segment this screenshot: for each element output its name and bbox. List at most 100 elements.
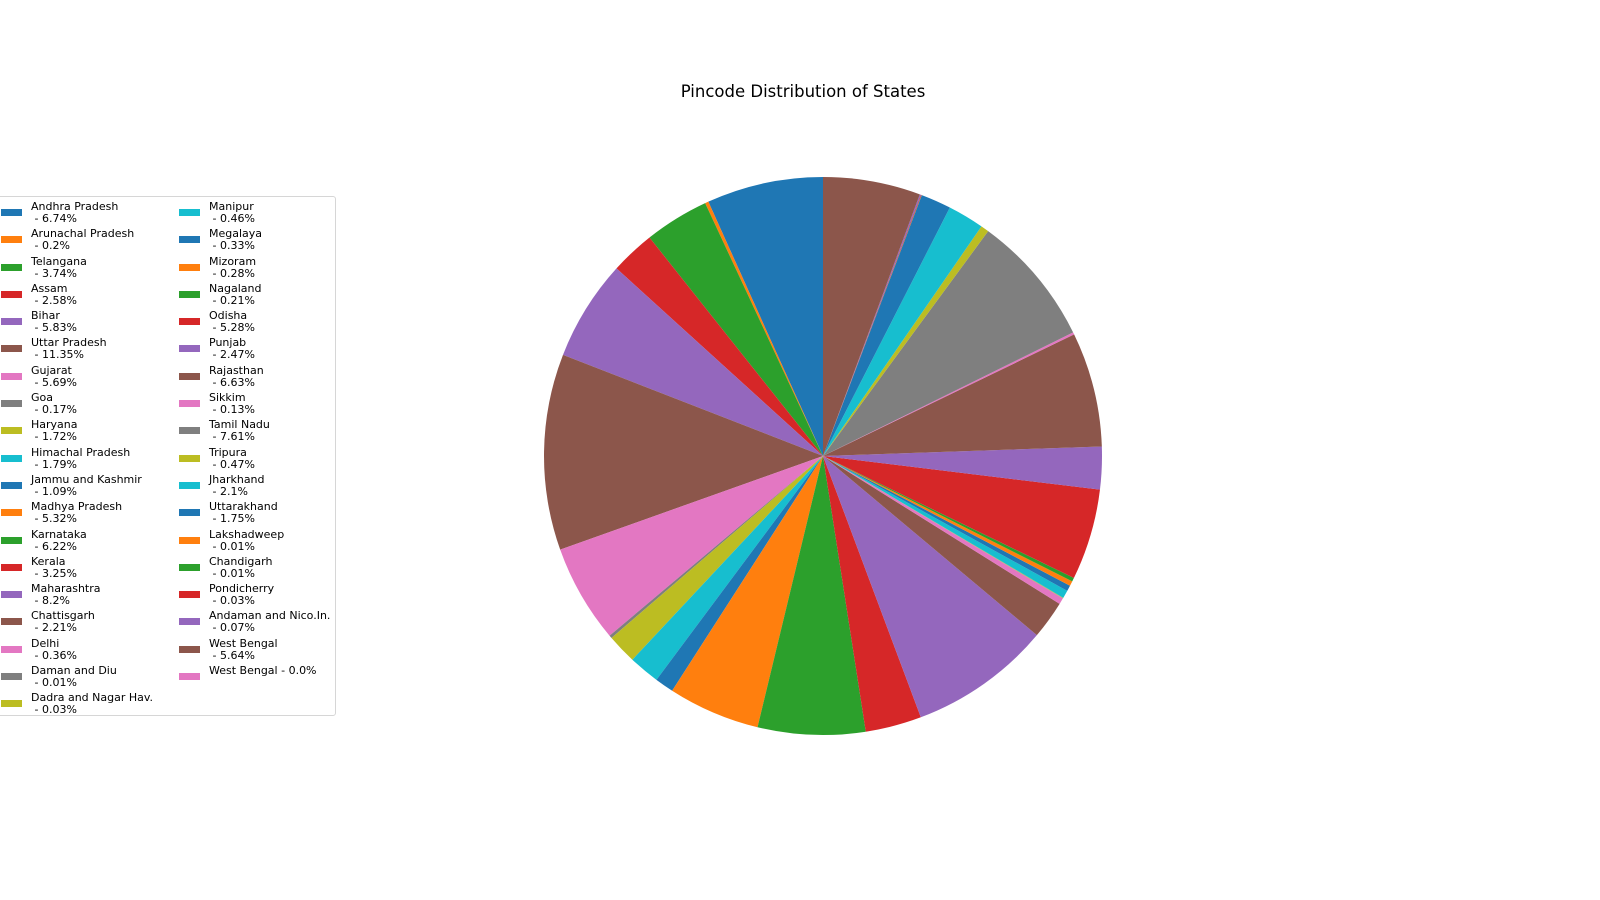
pie-slice-gujarat-6: [560, 456, 823, 636]
pie-slice-odisha-23: [823, 456, 1100, 579]
legend-swatch: [1, 209, 22, 216]
legend-label: Uttarakhand - 1.75%: [209, 500, 278, 526]
legend-label: Odisha - 5.28%: [209, 309, 255, 335]
pie-slice-sikkim-26: [823, 332, 1075, 456]
pie-slice-chattisgarh-15: [823, 456, 1060, 636]
legend-swatch: [179, 481, 200, 489]
pie-slice-assam-3: [616, 237, 823, 456]
legend-swatch: [1, 481, 22, 489]
pie-slice-chandigarh-32: [823, 194, 922, 456]
legend-label: Tripura - 0.47%: [209, 445, 255, 471]
pie-slice-jharkhand-29: [823, 207, 982, 456]
legend-swatch: [1, 454, 22, 462]
legend-swatch: [179, 673, 200, 681]
pie-slice-delhi-16: [823, 456, 1063, 604]
legend-label: Goa - 0.17%: [31, 391, 77, 417]
legend-swatch: [179, 427, 200, 435]
legend-label: Himachal Pradesh - 1.79%: [31, 445, 131, 471]
legend-label: Assam - 2.58%: [31, 281, 77, 307]
legend-swatch: [1, 400, 22, 408]
legend-swatch: [179, 509, 200, 517]
pie-slice-tripura-28: [823, 226, 989, 456]
legend-label: Megalaya - 0.33%: [209, 227, 263, 253]
legend-swatch: [179, 591, 200, 599]
pie-slice-pondicherry-33: [823, 194, 922, 456]
legend-label: Sikkim - 0.13%: [209, 391, 255, 417]
legend-swatch: [179, 372, 200, 380]
legend-label: Andhra Pradesh - 6.74%: [31, 200, 119, 225]
legend-label: Lakshadweep - 0.01%: [209, 527, 285, 553]
legend-label: Nagaland - 0.21%: [209, 281, 262, 307]
legend-label: Gujarat - 5.69%: [31, 363, 77, 389]
pie-slice-west-bengal-35: [823, 177, 920, 456]
legend-swatch: [1, 427, 22, 435]
pie-slice-bihar-4: [562, 268, 823, 456]
legend-swatch: [179, 645, 200, 653]
pie-slice-manipur-19: [823, 456, 1068, 598]
legend-swatch: [1, 591, 22, 599]
pie-slice-maharashtra-14: [823, 456, 1037, 718]
pie-slice-arunachal-pradesh-1: [705, 201, 823, 456]
legend-swatch: [179, 263, 200, 271]
legend-swatch: [1, 318, 22, 326]
pie-slice-punjab-24: [823, 446, 1103, 490]
pie-slice-karnataka-12: [757, 456, 866, 736]
legend-swatch: [1, 236, 22, 244]
pie-slice-haryana-8: [611, 456, 823, 660]
legend-swatch: [179, 563, 200, 571]
legend-label: Haryana - 1.72%: [31, 418, 78, 444]
legend-label: Manipur - 0.46%: [209, 200, 255, 225]
legend-swatch: [179, 400, 200, 408]
legend-swatch: [179, 454, 200, 462]
pie-slice-madhya-pradesh-11: [672, 456, 823, 728]
legend-label: Pondicherry - 0.03%: [209, 582, 275, 608]
legend-label: Uttar Pradesh - 11.35%: [31, 336, 107, 362]
legend-label: Jharkhand - 2.1%: [209, 472, 265, 498]
pie-slice-dadra-and-nagar-hav--18: [823, 456, 1064, 599]
legend-swatch: [1, 536, 22, 544]
pie-slice-andhra-pradesh-0: [708, 177, 823, 456]
legend-label: West Bengal - 5.64%: [209, 636, 278, 662]
legend: Andhra Pradesh - 6.74% Arunachal Pradesh …: [0, 196, 336, 716]
legend-label: Kerala - 3.25%: [31, 554, 77, 580]
legend-swatch: [1, 372, 22, 380]
legend-label: Jammu and Kashmir - 1.09%: [31, 472, 142, 498]
legend-label: Chandigarh - 0.01%: [209, 554, 273, 580]
pie-slice-rajasthan-25: [823, 334, 1102, 456]
legend-swatch: [1, 618, 22, 626]
pie-slice-jammu-and-kashmir-10: [656, 456, 823, 691]
legend-label: Dadra and Nagar Hav. - 0.03%: [31, 691, 154, 717]
legend-swatch: [179, 236, 200, 244]
legend-label: West Bengal - 0.0%: [209, 664, 317, 678]
legend-swatch: [179, 318, 200, 326]
legend-label: Punjab - 2.47%: [209, 336, 255, 362]
legend-label: Andaman and Nico.In. - 0.07%: [209, 609, 331, 635]
legend-swatch: [1, 700, 22, 708]
legend-label: Bihar - 5.83%: [31, 309, 77, 335]
legend-swatch: [1, 263, 22, 271]
legend-swatch: [1, 290, 22, 298]
legend-swatch: [1, 563, 22, 571]
pie-slice-megalaya-20: [823, 456, 1071, 591]
legend-swatch: [1, 345, 22, 353]
pie-slice-andaman-and-nico-in--34: [823, 194, 921, 456]
pie-slice-uttarakhand-30: [823, 195, 950, 456]
legend-label: Tamil Nadu - 7.61%: [209, 418, 270, 444]
pie-slice-nagaland-22: [823, 456, 1074, 582]
legend-label: Daman and Diu - 0.01%: [31, 664, 117, 690]
legend-label: Mizoram - 0.28%: [209, 254, 257, 280]
pie-slice-himachal-pradesh-9: [632, 456, 823, 680]
pie-slice-kerala-13: [823, 456, 921, 732]
legend-swatch: [179, 618, 200, 626]
legend-swatch: [179, 536, 200, 544]
pie-slice-tamil-nadu-27: [823, 231, 1074, 456]
pie-slice-mizoram-21: [823, 456, 1073, 586]
pie-slice-goa-7: [609, 456, 823, 638]
legend-label: Delhi - 0.36%: [31, 636, 77, 662]
pie-slice-lakshadweep-31: [823, 195, 922, 456]
legend-label: Karnataka - 6.22%: [31, 527, 87, 553]
pie-slice-uttar-pradesh-5: [544, 354, 823, 550]
legend-label: Maharashtra - 8.2%: [31, 582, 101, 608]
legend-swatch: [179, 290, 200, 298]
legend-label: Rajasthan - 6.63%: [209, 363, 264, 389]
